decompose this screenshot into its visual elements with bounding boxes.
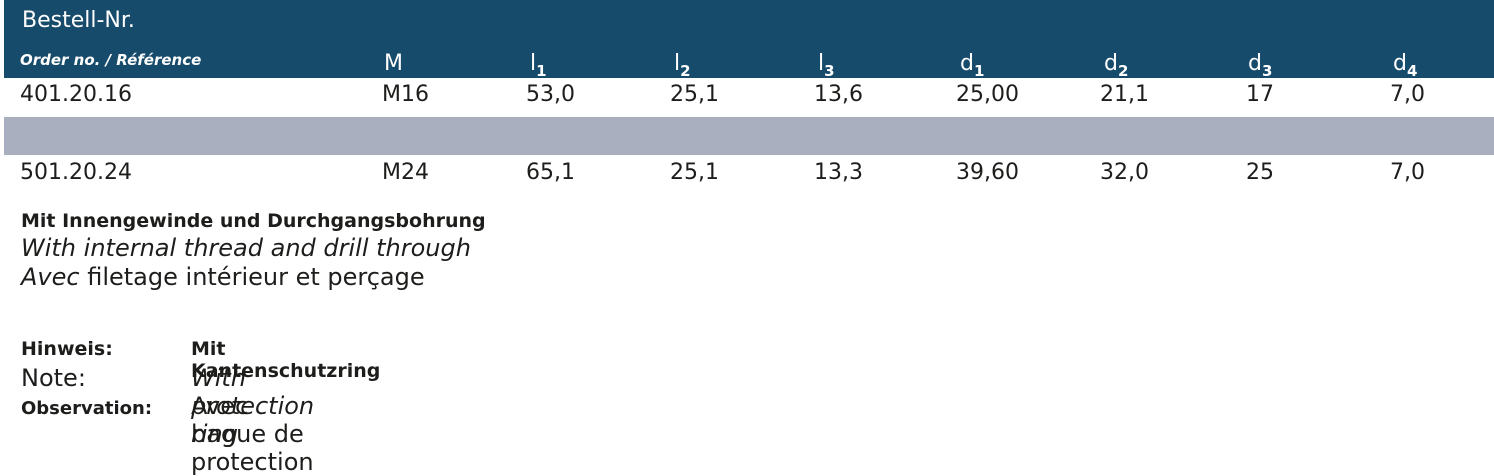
column-header-d1: d1	[960, 51, 985, 80]
column-header-d2: d2	[1104, 51, 1129, 80]
m-cell: M24	[382, 160, 429, 185]
order-number-cell: 401.20.16	[20, 82, 132, 107]
column-header-l1: l1	[530, 51, 547, 80]
column-header-d3: d3	[1248, 51, 1273, 80]
d2-cell: 32,0	[1100, 160, 1149, 185]
d4-cell: 7,0	[1390, 160, 1425, 185]
product-description: Mit Innengewinde und Durchgangsbohrung W…	[21, 208, 486, 292]
hinweis-value: Mit Kantenschutzring	[191, 338, 381, 382]
l2-cell: 25,1	[670, 160, 719, 185]
description-german: Mit Innengewinde und Durchgangsbohrung	[21, 210, 486, 232]
d3-cell: 25	[1246, 160, 1274, 185]
table-row: 501.20.24 M24 65,1 25,1 13,3 39,60 32,0 …	[4, 160, 1494, 194]
column-header-l3: l3	[818, 51, 835, 80]
m-cell: M16	[382, 82, 429, 107]
observation-value: Avec bague de protection	[191, 392, 314, 476]
column-header-m: M	[384, 51, 403, 76]
d1-cell: 39,60	[956, 160, 1019, 185]
d2-cell: 21,1	[1100, 82, 1149, 107]
column-header-l2: l2	[674, 51, 691, 80]
description-french: Avec filetage intérieur et perçage	[21, 262, 486, 292]
note-label: Note:	[21, 364, 86, 392]
observation-label: Observation:	[21, 398, 153, 419]
description-english: With internal thread and drill through	[21, 234, 471, 262]
l3-cell: 13,3	[814, 160, 863, 185]
d1-cell: 25,00	[956, 82, 1019, 107]
description-french-rest: filetage intérieur et perçage	[79, 263, 425, 291]
row-separator-band	[4, 117, 1494, 155]
table-header: Bestell-Nr. Order no. / Référence M l1 l…	[4, 0, 1494, 80]
l2-cell: 25,1	[670, 82, 719, 107]
table-row: 401.20.16 M16 53,0 25,1 13,6 25,00 21,1 …	[4, 82, 1494, 116]
hinweis-label: Hinweis:	[21, 338, 113, 360]
l3-cell: 13,6	[814, 82, 863, 107]
description-french-italic: Avec	[21, 263, 80, 291]
l1-cell: 65,1	[526, 160, 575, 185]
column-header-d4: d4	[1393, 51, 1418, 80]
l1-cell: 53,0	[526, 82, 575, 107]
d4-cell: 7,0	[1390, 82, 1425, 107]
order-number-cell: 501.20.24	[20, 160, 132, 185]
d3-cell: 17	[1246, 82, 1274, 107]
table-subtitle: Order no. / Référence	[20, 51, 202, 69]
table-title: Bestell-Nr.	[22, 8, 135, 33]
